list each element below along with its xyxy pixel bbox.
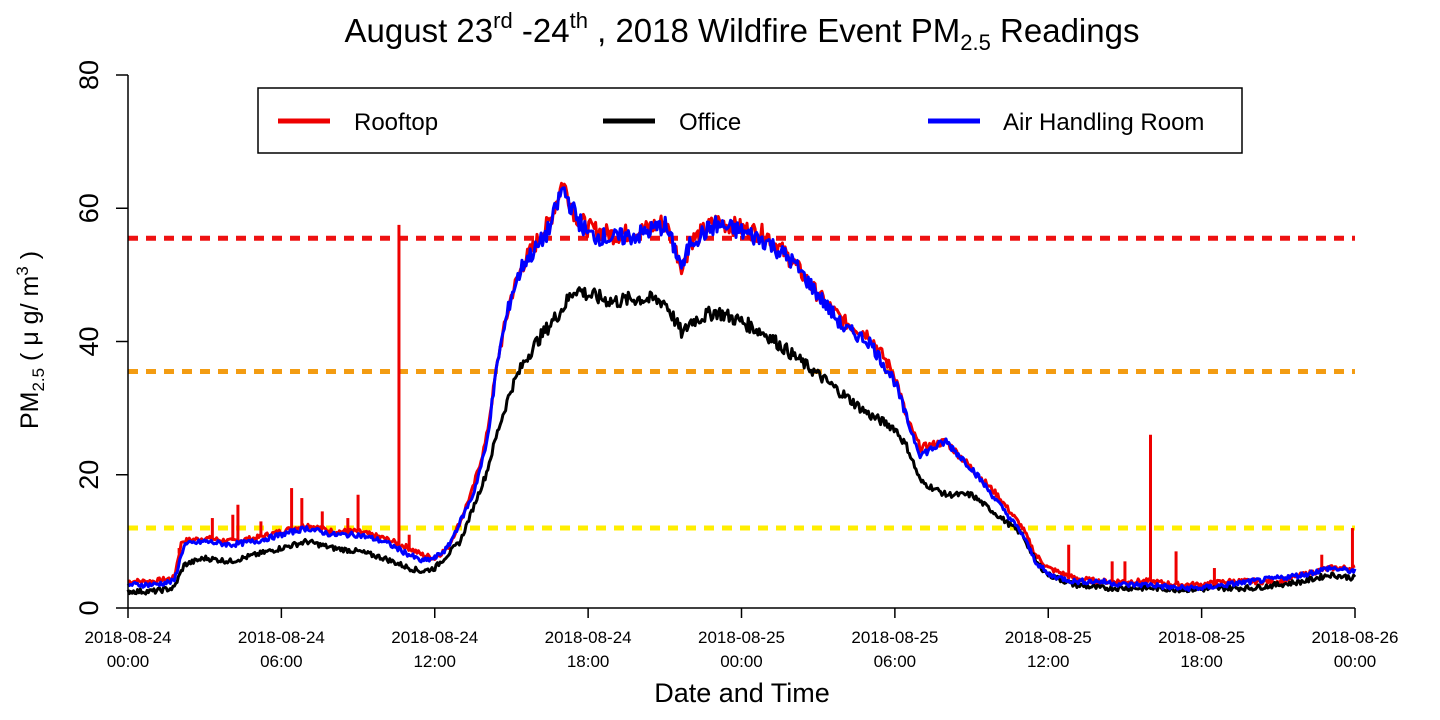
x-tick-label-date: 2018-08-24	[85, 628, 172, 647]
x-tick-label-date: 2018-08-25	[1005, 628, 1092, 647]
x-tick-label-time: 18:00	[567, 652, 610, 671]
threshold-lines	[128, 235, 1355, 531]
x-tick-label-time: 00:00	[107, 652, 150, 671]
legend-label-air-handling-room: Air Handling Room	[1003, 109, 1204, 136]
y-tick-label: 0	[74, 600, 104, 615]
series-line-office	[126, 286, 1357, 596]
legend-label-office: Office	[679, 109, 741, 136]
x-tick-label-date: 2018-08-25	[851, 628, 938, 647]
x-tick-label-time: 12:00	[1027, 652, 1070, 671]
x-tick-label-date: 2018-08-25	[698, 628, 785, 647]
x-tick-label-time: 06:00	[260, 652, 303, 671]
axes: 0 20 40 60 80 2018-08-24 00:00 2018-08-24 06:00 2…	[74, 60, 1398, 671]
chart-title: August 23rd -24th , 2018 Wildfire Event …	[345, 8, 1140, 55]
legend-label-rooftop: Rooftop	[354, 109, 438, 136]
x-tick-label-time: 06:00	[874, 652, 917, 671]
y-axis-label: PM2.5 ( μ g/ m3 )	[13, 251, 48, 429]
x-tick-label-time: 00:00	[1334, 652, 1377, 671]
series-air-handling-room	[126, 186, 1357, 592]
x-tick-label-time: 12:00	[413, 652, 456, 671]
y-tick-label: 20	[74, 460, 104, 490]
y-tick-label: 40	[74, 326, 104, 356]
y-tick-label: 60	[74, 193, 104, 223]
x-tick-label-date: 2018-08-24	[391, 628, 478, 647]
x-axis-label: Date and Time	[654, 678, 830, 708]
y-tick-label: 80	[74, 60, 104, 90]
series-lines	[126, 181, 1357, 596]
series-line-air-handling-room	[126, 186, 1357, 592]
x-tick-label-date: 2018-08-24	[238, 628, 325, 647]
x-tick-label-time: 18:00	[1180, 652, 1223, 671]
x-tick-label-date: 2018-08-26	[1312, 628, 1399, 647]
x-tick-label-time: 00:00	[720, 652, 763, 671]
series-office	[126, 286, 1357, 596]
x-tick-label-date: 2018-08-25	[1158, 628, 1245, 647]
x-tick-label-date: 2018-08-24	[545, 628, 632, 647]
legend: Rooftop Office Air Handling Room	[257, 87, 1243, 154]
legend-box	[257, 87, 1243, 154]
